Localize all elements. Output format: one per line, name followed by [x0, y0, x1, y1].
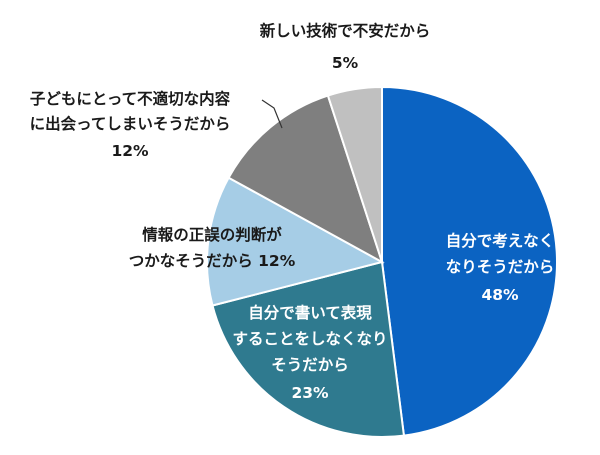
slice-expression: [211, 260, 406, 438]
label-inappropriate-line-1: に出会ってしまいそうだから: [30, 114, 231, 133]
label-new-tech-percent: 5%: [332, 54, 359, 72]
label-inappropriate-percent: 12%: [111, 142, 149, 160]
label-expression-line-1: することをしなくなり: [232, 330, 387, 348]
label-accuracy-line-1: つかなそうだから 12%: [129, 252, 296, 270]
label-accuracy-line-0: 情報の正誤の判断が: [142, 225, 282, 244]
label-think-line-1: なりそうだから: [446, 258, 555, 276]
label-think-line-0: 自分で考えなく: [446, 231, 555, 250]
label-new-tech-line-0: 新しい技術で不安だから: [260, 21, 431, 40]
label-expression-line-0: 自分で書いて表現: [248, 303, 372, 322]
label-inappropriate-line-0: 子どもにとって不適切な内容: [30, 89, 231, 108]
slice-new-tech: [326, 85, 383, 263]
leader-line-inappropriate: [261, 99, 283, 129]
label-expression-line-2: そうだから: [271, 356, 349, 374]
slice-inappropriate: [227, 94, 384, 265]
slice-accuracy: [206, 176, 385, 307]
slice-think: [381, 85, 558, 437]
label-expression-percent: 23%: [291, 384, 329, 402]
label-think-percent: 48%: [481, 286, 519, 304]
label-new-tech: 新しい技術で不安だから 5%: [260, 21, 431, 72]
